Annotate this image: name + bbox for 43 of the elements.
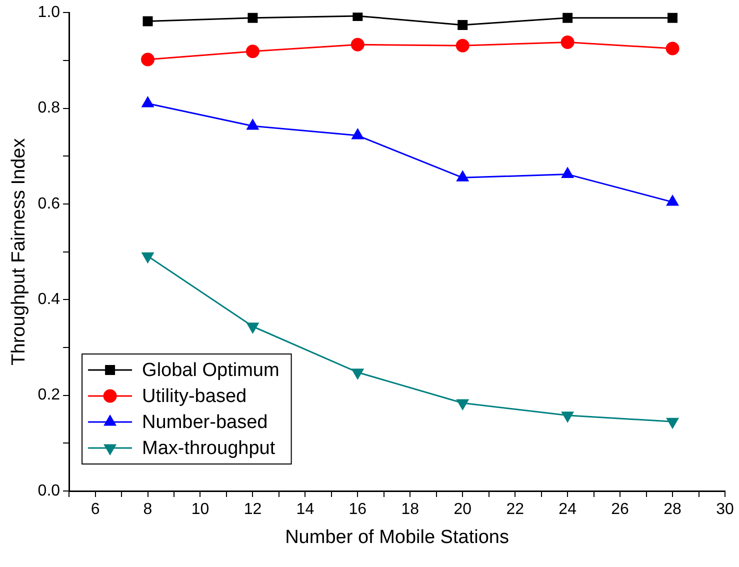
point xyxy=(248,12,258,23)
x-axis-title: Number of Mobile Stations xyxy=(285,526,509,548)
x-tick-label: 16 xyxy=(348,501,367,518)
point xyxy=(562,12,573,23)
y-tick-label: 1.0 xyxy=(38,4,60,22)
x-tick-label: 24 xyxy=(558,501,577,518)
point xyxy=(456,399,469,410)
point xyxy=(666,418,678,428)
point xyxy=(666,42,680,56)
point xyxy=(562,412,574,422)
x-tick-label: 10 xyxy=(191,501,210,518)
y-tick-label: 0.8 xyxy=(38,100,60,117)
x-tick-label: 8 xyxy=(143,501,152,518)
x-tick-label: 6 xyxy=(90,501,100,518)
point xyxy=(142,16,153,26)
point xyxy=(456,38,470,52)
y-tick-label: 0.4 xyxy=(38,291,60,308)
x-tick-label: 20 xyxy=(454,501,472,518)
point xyxy=(668,12,678,23)
x-tick-label: 14 xyxy=(296,501,314,518)
x-tick-label: 18 xyxy=(401,501,420,518)
y-tick-label: 0.2 xyxy=(38,386,60,404)
point xyxy=(246,44,260,58)
legend-label: Utility-based xyxy=(142,386,247,408)
point xyxy=(142,252,154,263)
point xyxy=(352,12,363,21)
legend-label: Number-based xyxy=(142,412,268,434)
point xyxy=(246,322,259,334)
x-tick-label: 28 xyxy=(664,501,682,518)
legend-label: Global Optimum xyxy=(142,360,280,382)
point xyxy=(560,36,574,50)
x-tick-label: 22 xyxy=(506,501,524,518)
point xyxy=(458,20,468,30)
y-axis-title: Throughput Fairness Index xyxy=(8,138,30,366)
point xyxy=(350,38,364,52)
y-tick-label: 0.6 xyxy=(38,195,60,212)
x-tick-label: 12 xyxy=(244,501,262,518)
point xyxy=(352,368,364,380)
point xyxy=(141,52,155,66)
x-tick-label: 26 xyxy=(611,501,630,518)
legend-label: Max-throughput xyxy=(142,438,276,460)
x-tick-label: 30 xyxy=(716,501,734,518)
y-tick-label: 0.0 xyxy=(38,482,60,500)
